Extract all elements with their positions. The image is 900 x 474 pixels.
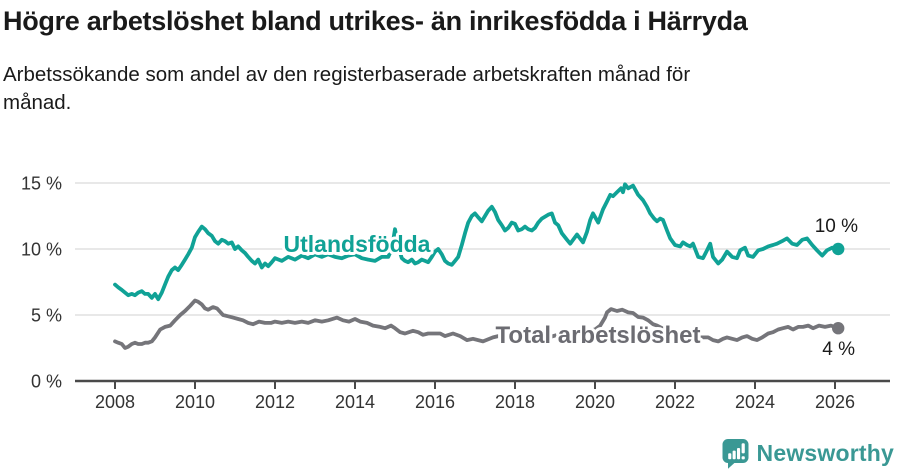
utlandsfodda-series-label: Utlandsfödda — [284, 231, 431, 257]
total-arbetsloshet-line — [113, 298, 841, 350]
x-axis: 2008 2010 2012 2014 2016 2018 2020 2022 2024 2026 — [75, 379, 890, 412]
x-tick-label-2018: 2018 — [495, 392, 535, 412]
y-tick-label-5: 5 % — [31, 306, 62, 326]
x-tick-label-2020: 2020 — [575, 392, 615, 412]
end-point-dots — [832, 242, 845, 335]
x-tick-label-2012: 2012 — [255, 392, 295, 412]
y-tick-label-10: 10 % — [21, 240, 62, 260]
total-arbetsloshet-series-label: Total arbetslöshet — [496, 322, 701, 349]
utlandsfodda-line — [113, 182, 841, 302]
chart-subtitle-line-1: Arbetssökande som andel av den registerb… — [3, 63, 691, 86]
x-tick-label-2008: 2008 — [95, 392, 135, 412]
x-tick-label-2022: 2022 — [655, 392, 695, 412]
x-tick-label-2026: 2026 — [815, 392, 855, 412]
total-arbetsloshet-line-end-dot — [832, 322, 845, 335]
chart-subtitle: Arbetssökande som andel av den registerb… — [3, 61, 897, 117]
x-tick-label-2024: 2024 — [735, 392, 775, 412]
x-tick-label-2014: 2014 — [335, 392, 375, 412]
data-lines — [113, 182, 841, 350]
gridlines — [75, 182, 890, 316]
utlandsfodda-line-end-dot — [832, 242, 845, 256]
newsworthy-logo: Newsworthy — [721, 438, 894, 469]
utlandsfodda-end-value-label: 10 % — [815, 216, 858, 237]
x-tick-label-2016: 2016 — [415, 392, 455, 412]
chart-title: Högre arbetslöshet bland utrikes- än inr… — [3, 6, 748, 36]
total-arbetsloshet-end-value-label: 4 % — [822, 339, 855, 360]
newsworthy-logo-icon — [722, 439, 749, 469]
y-axis-labels: 0 % 5 % 10 % 15 % — [21, 174, 62, 392]
x-tick-label-2010: 2010 — [175, 392, 215, 412]
y-tick-label-15: 15 % — [21, 174, 62, 194]
chart-header: Högre arbetslöshet bland utrikes- än inr… — [3, 6, 897, 117]
y-tick-label-0: 0 % — [31, 372, 62, 392]
chart-subtitle-line-2: månad. — [3, 91, 72, 114]
newsworthy-logo-text: Newsworthy — [756, 440, 894, 466]
